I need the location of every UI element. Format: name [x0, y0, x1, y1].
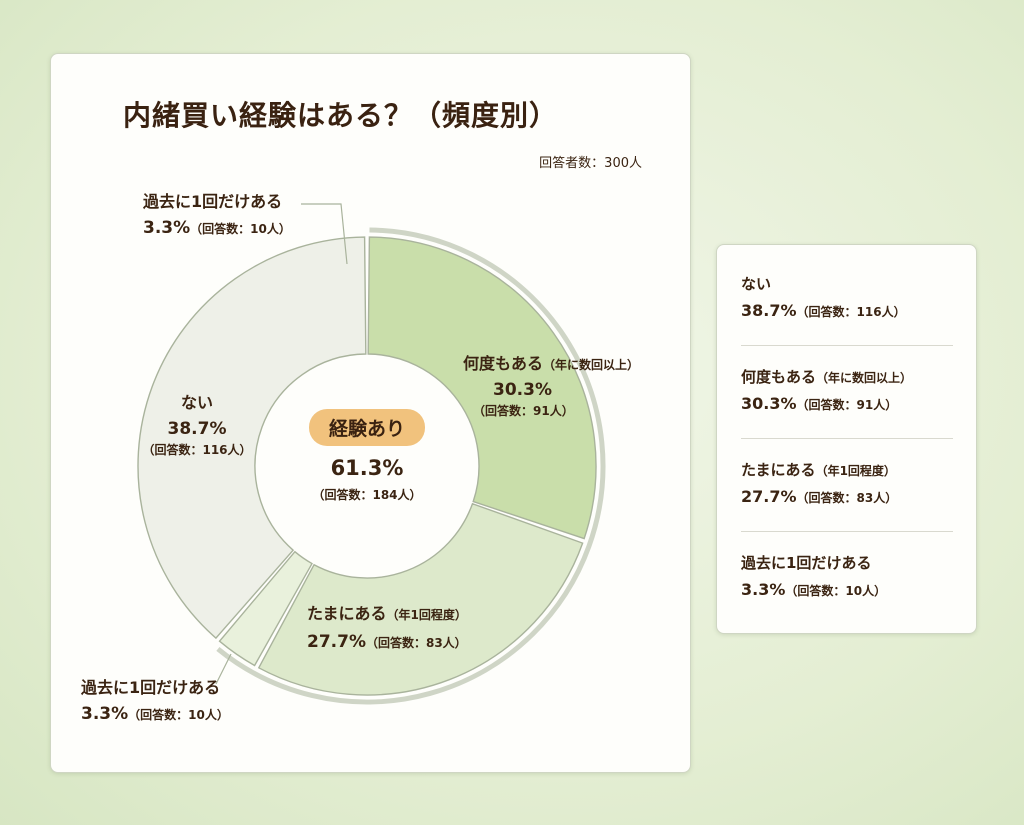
legend-item-never: ない 38.7%（回答数：116人）: [741, 245, 953, 337]
slice-once: [218, 550, 313, 667]
slice-label-sometimes-name: たまにある: [307, 604, 387, 623]
legend-item-frequent-name: 何度もある: [741, 368, 817, 386]
slice-label-frequent-percent: 30.3%: [493, 380, 552, 400]
legend-item-frequent-count: （回答数：91人）: [796, 398, 898, 412]
legend-divider: [741, 438, 953, 439]
callout-once-top: 過去に1回だけある 3.3%（回答数：10人）: [143, 188, 373, 238]
callout-once-top-name: 過去に1回だけある: [143, 192, 283, 211]
slice-label-never-percent: 38.7%: [167, 419, 227, 439]
callout-once-top-percent: 3.3%: [143, 218, 191, 238]
slice-never: [137, 236, 367, 640]
legend-item-once-percent: 3.3%: [741, 580, 786, 599]
callout-bottom-leader-line: [215, 653, 232, 685]
donut-chart: [137, 203, 606, 705]
slice-label-frequent-name: 何度もある: [463, 354, 544, 373]
legend-item-sometimes-name: たまにある: [741, 461, 816, 479]
slice-label-frequent-count: （回答数：91人）: [473, 404, 574, 418]
chart-card: 内緒買い経験はある？（頻度別） 回答者数：300人 何度もある（年に数回以上） …: [50, 53, 691, 773]
legend-item-never-percent: 38.7%: [741, 301, 797, 320]
experience-badge: 経験あり: [308, 409, 425, 446]
slice-label-never-name: ない: [180, 393, 213, 412]
callout-once-bottom: 過去に1回だけある 3.3%（回答数：10人）: [81, 674, 311, 724]
experience-count: （回答数：184人）: [312, 488, 422, 502]
callout-once-bottom-name: 過去に1回だけある: [81, 678, 221, 697]
donut-center: 経験あり 61.3% （回答数：184人）: [287, 409, 447, 503]
legend-item-sometimes: たまにある（年1回程度） 27.7%（回答数：83人）: [741, 431, 953, 523]
experience-outer-ring: [216, 227, 606, 705]
slice-label-frequent-note: （年に数回以上）: [543, 358, 640, 372]
slice-label-never: ない 38.7% （回答数：116人）: [137, 389, 257, 458]
slice-label-sometimes-note: （年1回程度）: [386, 608, 467, 622]
legend-item-frequent: 何度もある（年に数回以上） 30.3%（回答数：91人）: [741, 338, 953, 430]
experience-percent: 61.3%: [330, 456, 404, 480]
slice-sometimes: [257, 502, 584, 696]
legend-item-never-count: （回答数：116人）: [796, 305, 906, 319]
legend-item-frequent-percent: 30.3%: [741, 394, 797, 413]
slice-label-never-count: （回答数：116人）: [142, 443, 252, 457]
slice-label-sometimes-percent: 27.7%: [307, 632, 366, 652]
slice-label-frequent: 何度もある（年に数回以上） 30.3% （回答数：91人）: [463, 350, 698, 419]
legend-panel: ない 38.7%（回答数：116人） 何度もある（年に数回以上） 30.3%（回…: [716, 244, 977, 634]
legend-item-sometimes-note: （年1回程度）: [815, 464, 896, 478]
legend-item-once-count: （回答数：10人）: [785, 584, 887, 598]
callout-once-bottom-count: （回答数：10人）: [128, 708, 229, 722]
slice-label-sometimes-count: （回答数：83人）: [365, 636, 467, 650]
callout-once-bottom-percent: 3.3%: [81, 704, 129, 724]
callout-top-leader-line: [301, 203, 348, 265]
legend-item-once-name: 過去に1回だけある: [741, 554, 872, 572]
legend-item-frequent-note: （年に数回以上）: [816, 371, 913, 385]
slice-label-sometimes: たまにある（年1回程度） 27.7%（回答数：83人）: [307, 600, 567, 652]
legend-divider: [741, 345, 953, 346]
legend-item-sometimes-count: （回答数：83人）: [796, 491, 898, 505]
legend-item-once: 過去に1回だけある 3.3%（回答数：10人）: [741, 524, 953, 616]
respondent-total: 回答者数：300人: [539, 156, 642, 171]
legend-item-never-name: ない: [741, 275, 772, 293]
chart-title: 内緒買い経験はある？（頻度別）: [123, 99, 559, 132]
legend-item-sometimes-percent: 27.7%: [741, 487, 797, 506]
callout-once-top-count: （回答数：10人）: [190, 222, 291, 236]
legend-divider: [741, 531, 953, 532]
slice-frequent: [367, 236, 597, 540]
